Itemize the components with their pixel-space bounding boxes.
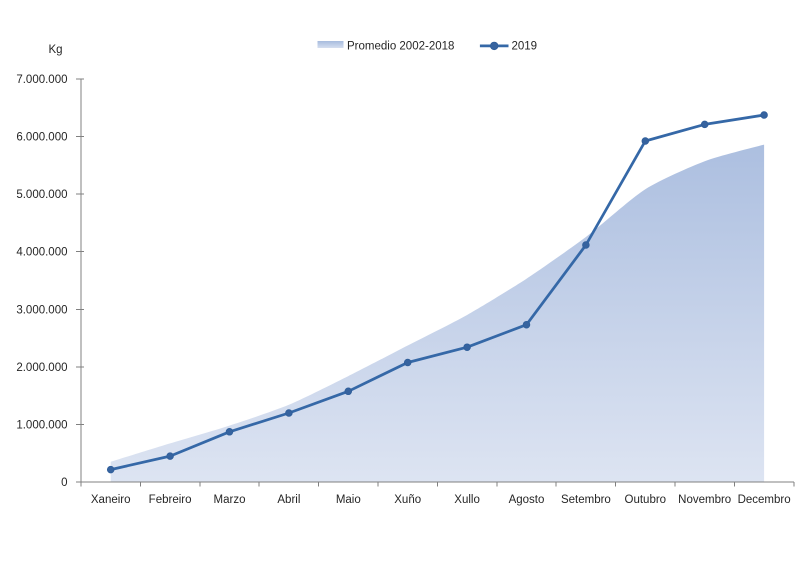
svg-text:Maio: Maio	[336, 494, 361, 506]
svg-text:Xuño: Xuño	[394, 494, 421, 506]
svg-text:Febreiro: Febreiro	[149, 494, 192, 506]
svg-text:7.000.000: 7.000.000	[16, 74, 67, 86]
svg-text:6.000.000: 6.000.000	[16, 132, 67, 144]
svg-text:1.000.000: 1.000.000	[16, 419, 67, 431]
svg-text:Promedio 2002-2018: Promedio 2002-2018	[347, 41, 454, 53]
svg-text:5.000.000: 5.000.000	[16, 189, 67, 201]
svg-text:0: 0	[61, 477, 67, 489]
svg-text:4.000.000: 4.000.000	[16, 247, 67, 259]
svg-text:Novembro: Novembro	[678, 494, 731, 506]
svg-text:Decembro: Decembro	[738, 494, 791, 506]
svg-text:Xullo: Xullo	[454, 494, 480, 506]
svg-text:Marzo: Marzo	[214, 494, 246, 506]
svg-text:Outubro: Outubro	[625, 494, 667, 506]
svg-text:Abril: Abril	[277, 494, 300, 506]
svg-text:Kg: Kg	[49, 44, 63, 56]
svg-text:3.000.000: 3.000.000	[16, 304, 67, 316]
svg-text:2.000.000: 2.000.000	[16, 362, 67, 374]
svg-text:2019: 2019	[512, 41, 538, 53]
svg-text:Xaneiro: Xaneiro	[91, 494, 131, 506]
svg-text:Agosto: Agosto	[509, 494, 545, 506]
svg-text:Setembro: Setembro	[561, 494, 611, 506]
